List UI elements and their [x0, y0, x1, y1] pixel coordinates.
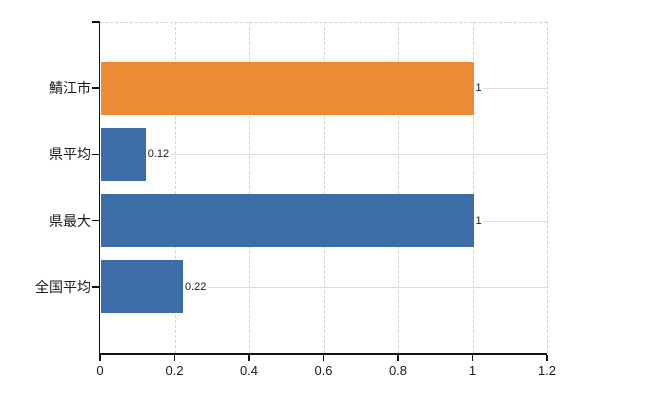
v-gridline: [398, 22, 399, 353]
y-tick: [92, 286, 99, 288]
x-tick: [248, 354, 250, 361]
x-axis-line: [98, 353, 547, 355]
y-axis-end-tick: [92, 21, 99, 23]
x-tick: [471, 354, 474, 361]
x-tick: [173, 354, 176, 361]
bar-value-label: 1: [473, 213, 484, 228]
bar-value-label: 1: [473, 81, 484, 96]
v-gridline: [249, 22, 250, 353]
x-tick-label: 0: [96, 363, 104, 378]
x-tick-label: 1: [468, 363, 477, 378]
x-tick: [397, 354, 399, 361]
x-tick-label: 0.2: [165, 363, 184, 378]
x-tick-label: 0.8: [388, 363, 408, 378]
v-gridline: [174, 22, 176, 353]
category-label: 県平均: [49, 146, 91, 163]
y-tick: [92, 219, 99, 222]
x-tick: [546, 354, 548, 361]
bar-value-label: 0.12: [145, 147, 172, 162]
y-axis-line: [98, 21, 100, 355]
x-tick: [99, 354, 101, 361]
bar-value-label: 0.22: [182, 279, 209, 294]
y-tick: [92, 87, 99, 89]
x-tick-label: 1.2: [537, 363, 557, 378]
bar: [101, 260, 183, 314]
v-gridline: [547, 22, 548, 353]
bar: [101, 127, 146, 181]
plot-area: 1 0.12 1 0.22 0 0.2 0.4 0.6 0.8 1 1.2: [92, 21, 556, 378]
x-tick-label: 0.4: [239, 363, 259, 378]
bar: [101, 61, 474, 115]
v-gridline: [472, 22, 474, 353]
category-label: 県最大: [49, 212, 91, 229]
category-label: 鯖江市: [49, 80, 91, 97]
v-gridline: [323, 22, 325, 353]
category-label: 全国平均: [35, 278, 91, 295]
bar: [101, 194, 474, 248]
category-gridline: [100, 154, 547, 156]
x-tick-label: 0.6: [314, 363, 333, 378]
category-gridline: [100, 286, 547, 288]
x-tick: [322, 354, 325, 361]
y-tick: [92, 153, 99, 156]
